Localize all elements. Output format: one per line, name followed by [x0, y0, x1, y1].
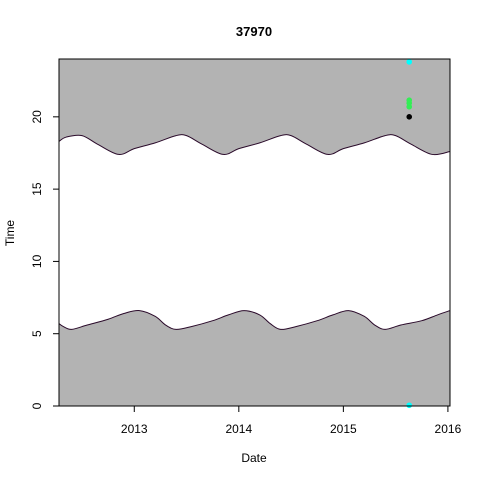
x-tick-label: 2015: [330, 422, 357, 436]
plot-area: [58, 58, 451, 409]
y-axis-label: Time: [3, 220, 17, 247]
y-tick-label: 20: [30, 110, 44, 124]
y-tick-label: 10: [30, 254, 44, 268]
data-point: [406, 402, 413, 409]
night-area-before-sunrise: [59, 310, 450, 406]
data-point: [406, 114, 413, 120]
y-tick-label: 5: [30, 330, 44, 337]
x-tick-label: 2016: [435, 422, 462, 436]
x-tick-label: 2014: [225, 422, 252, 436]
sunset-line: [58, 134, 451, 156]
data-point: [406, 59, 413, 65]
y-tick-label: 15: [30, 182, 44, 196]
x-axis: 2013 2014 2015 2016: [121, 406, 462, 436]
x-tick-label: 2013: [121, 422, 148, 436]
sunrise-line: [58, 310, 451, 330]
chart-title: 37970: [236, 24, 272, 39]
data-point: [406, 97, 413, 104]
y-axis: 0 5 10 15 20: [30, 110, 60, 409]
night-area-after-sunset: [59, 59, 450, 155]
y-tick-label: 0: [30, 402, 44, 409]
x-axis-label: Date: [241, 451, 267, 465]
